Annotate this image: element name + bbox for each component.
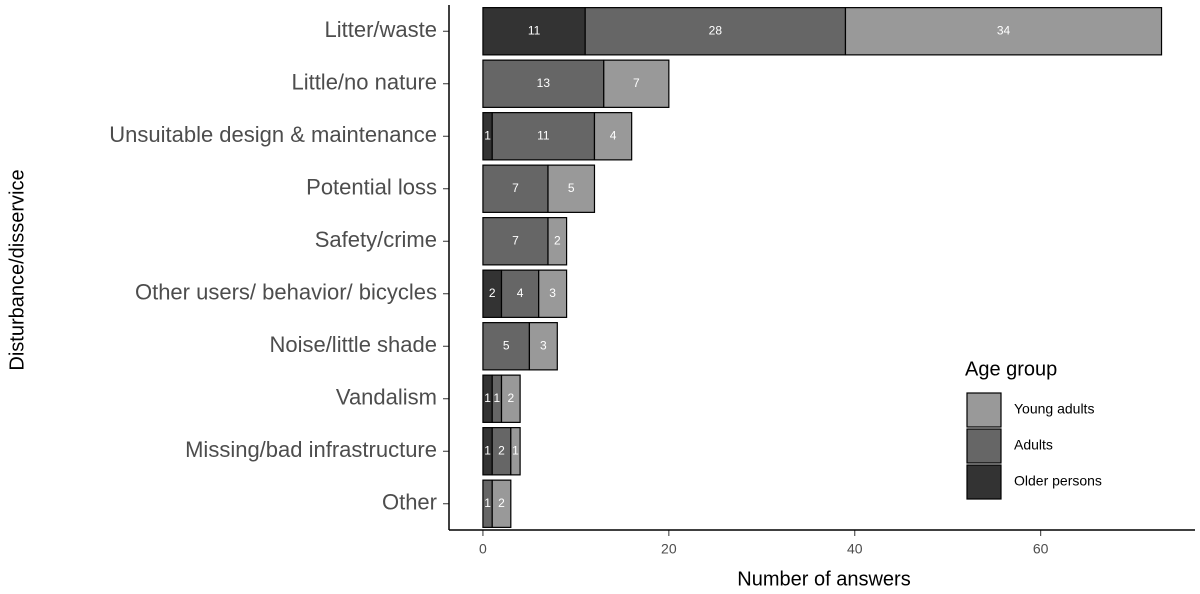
- value-label: 2: [489, 286, 496, 300]
- legend-label: Older persons: [1014, 473, 1102, 489]
- y-tick-label: Other users/ behavior/ bicycles: [135, 280, 437, 305]
- value-label: 1: [484, 443, 491, 457]
- legend-swatch: [966, 428, 1002, 464]
- bar-segment: [547, 164, 596, 213]
- bar-segment: [510, 427, 521, 476]
- legend-swatch: [966, 392, 1002, 428]
- x-tick-label: 40: [847, 541, 863, 557]
- bar-segment: [844, 7, 1163, 56]
- value-label: 7: [512, 181, 519, 195]
- value-label: 2: [554, 233, 561, 247]
- x-tick-label: 60: [1033, 541, 1049, 557]
- value-label: 28: [709, 23, 723, 37]
- x-tick-label: 0: [479, 541, 487, 557]
- value-label: 13: [537, 76, 551, 90]
- y-tick-label: Other: [382, 490, 437, 515]
- y-tick-label: Noise/little shade: [269, 332, 437, 357]
- y-tick-label: Missing/bad infrastructure: [185, 437, 437, 462]
- value-label: 5: [568, 181, 575, 195]
- value-label: 4: [610, 128, 617, 142]
- y-tick-label: Vandalism: [336, 385, 437, 410]
- value-label: 1: [484, 391, 491, 405]
- value-label: 3: [540, 338, 547, 352]
- y-axis-label: Disturbance/disservice: [6, 169, 28, 370]
- bar-segment: [528, 322, 558, 371]
- value-label: 11: [537, 128, 550, 142]
- y-tick-label: Unsuitable design & maintenance: [109, 122, 437, 147]
- bar-segment: [500, 269, 540, 318]
- bar-segment: [584, 7, 847, 56]
- bar-segment: [603, 59, 670, 108]
- value-label: 2: [498, 496, 505, 510]
- bar-segment: [500, 374, 521, 423]
- value-label: 5: [503, 338, 510, 352]
- legend-label: Young adults: [1014, 401, 1094, 417]
- value-label: 1: [512, 443, 519, 457]
- value-label: 7: [512, 233, 519, 247]
- y-tick-label: Litter/waste: [325, 17, 438, 42]
- value-label: 7: [633, 76, 640, 90]
- value-label: 2: [507, 391, 514, 405]
- legend-title: Age group: [965, 358, 1057, 380]
- bar-segment: [482, 217, 549, 266]
- value-label: 4: [517, 286, 524, 300]
- value-label: 2: [498, 443, 505, 457]
- y-tick-label: Safety/crime: [315, 227, 437, 252]
- bar-segment: [538, 269, 568, 318]
- bar-segment: [491, 479, 512, 528]
- legend-label: Adults: [1014, 437, 1053, 453]
- legend-swatch: [966, 464, 1002, 500]
- y-tick-label: Potential loss: [306, 175, 437, 200]
- value-label: 11: [528, 23, 541, 37]
- bar-segment: [547, 217, 568, 266]
- value-label: 34: [997, 23, 1011, 37]
- bar-segment: [482, 59, 605, 108]
- x-axis-label: Number of answers: [737, 568, 910, 590]
- bar-segment: [593, 112, 633, 161]
- value-label: 1: [484, 496, 491, 510]
- value-label: 1: [494, 391, 501, 405]
- y-tick-label: Little/no nature: [291, 70, 437, 95]
- bar-segment: [482, 322, 531, 371]
- x-tick-label: 20: [661, 541, 677, 557]
- bar-segment: [491, 112, 596, 161]
- value-label: 3: [549, 286, 556, 300]
- value-label: 1: [484, 128, 491, 142]
- bar-segment: [482, 7, 586, 56]
- bar-segment: [482, 164, 549, 213]
